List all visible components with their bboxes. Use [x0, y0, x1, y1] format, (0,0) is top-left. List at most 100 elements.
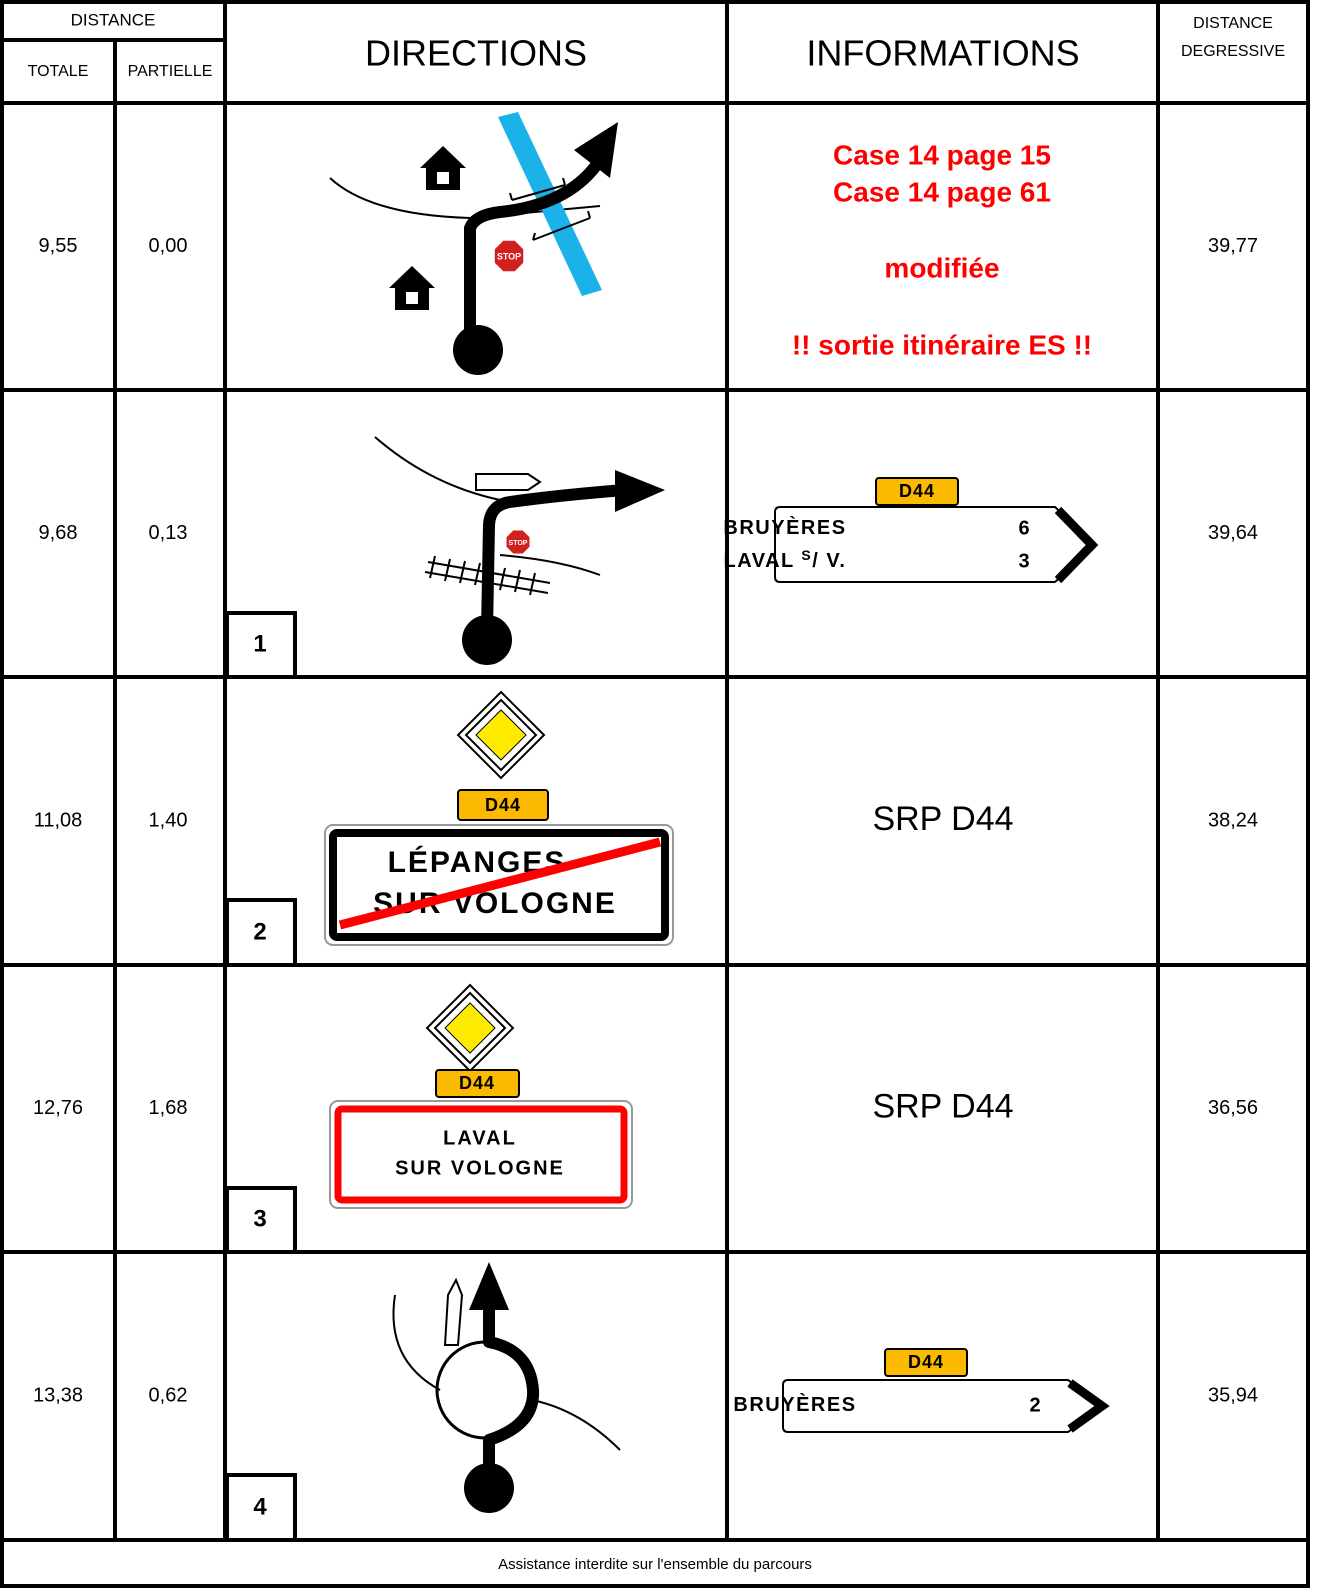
direction-sign-chevron: [1054, 506, 1099, 584]
road-plate-label: D44: [485, 795, 521, 815]
distance-totale: 9,55: [39, 235, 78, 257]
header-degressive: DISTANCE: [1193, 15, 1273, 32]
destination-name: BRUYÈRES: [733, 1393, 856, 1416]
direction-panel: [443, 1277, 464, 1346]
header-degressive: DEGRESSIVE: [1181, 43, 1285, 60]
road-plate: [884, 1348, 968, 1377]
distance-partielle: 1,40: [149, 809, 188, 831]
road: [374, 436, 501, 501]
town-sign-border: [334, 1105, 628, 1204]
priority-sign-center: [444, 1002, 496, 1054]
direction-diagram: [329, 983, 633, 1209]
case-number: 2: [253, 918, 266, 945]
road-plate: [875, 477, 959, 506]
house-icon: [389, 266, 435, 310]
footer-note: Assistance interdite sur l'ensemble du p…: [498, 1556, 812, 1573]
route-arrow: [469, 1262, 509, 1310]
distance-degressive: 36,56: [1208, 1097, 1258, 1119]
direction-panel: [475, 473, 542, 491]
case-number: 1: [253, 630, 266, 657]
destination-name: LAVAL: [724, 550, 802, 572]
sign-destination: LAVAL S/ V.: [724, 547, 847, 573]
sign-distance: 3: [1018, 550, 1029, 572]
road-plate-label: D44: [908, 1352, 944, 1372]
town-name: SUR VOLOGNE: [395, 1157, 565, 1179]
start-point: [462, 615, 512, 665]
distance-totale: 13,38: [33, 1384, 83, 1406]
info-text: SRP D44: [872, 1087, 1013, 1125]
distance-partielle: 1,68: [149, 1097, 188, 1119]
start-point: [464, 1463, 514, 1513]
house-window: [406, 292, 418, 304]
route: [481, 484, 626, 631]
road-plate: [457, 789, 549, 821]
road-plate: [435, 1069, 520, 1098]
destination-superscript: S: [801, 547, 812, 563]
direction-diagram: [329, 112, 618, 375]
distance-degressive: 39,77: [1208, 235, 1258, 257]
case-box: [225, 1186, 297, 1254]
cross-out-line: [338, 837, 662, 930]
destination-suffix: / V.: [812, 550, 846, 572]
case-box: [225, 1473, 297, 1542]
destination-name: BRUYÈRES: [723, 516, 846, 539]
house-window: [437, 172, 449, 184]
direction-diagram: [374, 436, 665, 665]
info-note: Case 14 page 15: [833, 139, 1051, 170]
road: [329, 177, 601, 220]
distance-partielle: 0,13: [149, 522, 188, 544]
distance-degressive: 39,64: [1208, 522, 1258, 544]
distance-degressive: 38,24: [1208, 809, 1258, 831]
info-note: Case 14 page 61: [833, 176, 1051, 207]
route: [464, 156, 605, 340]
stop-label: STOP: [497, 251, 521, 261]
case-boxes: [225, 611, 297, 1542]
railway: [424, 555, 551, 596]
road: [392, 1294, 441, 1391]
info-note: !! sortie itinéraire ES !!: [792, 329, 1092, 360]
town-name: LAVAL: [443, 1127, 517, 1149]
header-totale: TOTALE: [28, 63, 89, 80]
sign-distance: 2: [1029, 1394, 1040, 1416]
header-directions: DIRECTIONS: [365, 33, 587, 74]
info-note: modifiée: [884, 252, 999, 283]
route-arrow: [615, 470, 665, 512]
start-point: [453, 325, 503, 375]
header-distance: DISTANCE: [71, 10, 156, 29]
distance-partielle: 0,62: [149, 1384, 188, 1406]
case-box: [225, 611, 297, 679]
bridge: [509, 177, 566, 201]
header-partielle: PARTIELLE: [128, 63, 213, 80]
road: [499, 554, 601, 576]
town-sign: [329, 1100, 633, 1209]
header-informations: INFORMATIONS: [806, 33, 1079, 74]
case-number: 3: [253, 1205, 266, 1232]
road: [531, 1399, 621, 1451]
direction-diagram: [392, 1262, 621, 1513]
distance-totale: 9,68: [39, 522, 78, 544]
case-box: [225, 898, 297, 967]
info-text: SRP D44: [872, 800, 1013, 838]
distance-totale: 11,08: [34, 809, 83, 831]
distance-partielle: 0,00: [149, 235, 188, 257]
house-icon: [420, 146, 466, 190]
info-sign: [774, 477, 1110, 1433]
case-number: 4: [253, 1493, 267, 1520]
route: [483, 1300, 540, 1475]
distance-degressive: 35,94: [1208, 1384, 1258, 1406]
sign-destination: BRUYÈRES: [733, 1393, 856, 1416]
road-plate-label: D44: [899, 481, 935, 501]
direction-sign: [774, 506, 1097, 583]
direction-sign: [782, 1379, 1107, 1433]
sign-destination: BRUYÈRES: [723, 516, 846, 539]
priority-sign-center: [475, 709, 527, 761]
road-plate-label: D44: [459, 1073, 495, 1093]
town-sign-border: [329, 829, 669, 941]
sign-distance: 6: [1018, 517, 1029, 539]
bridge: [532, 210, 591, 241]
stop-sign: [505, 529, 531, 555]
